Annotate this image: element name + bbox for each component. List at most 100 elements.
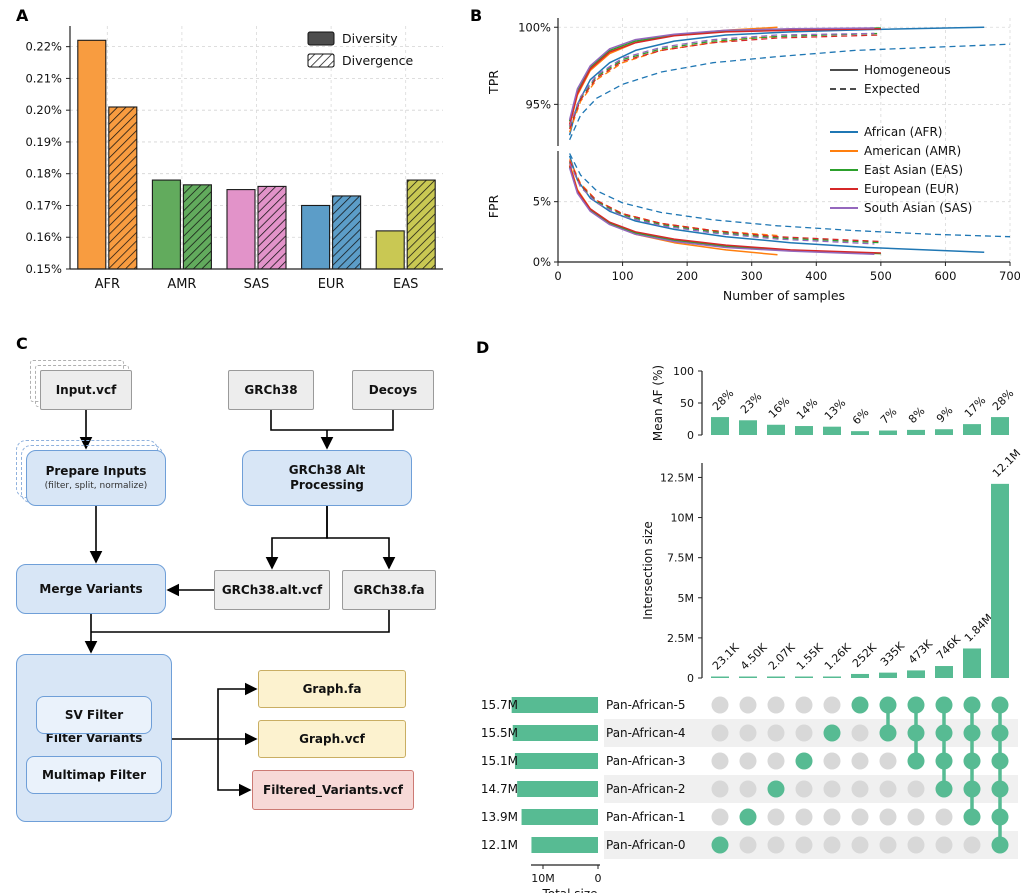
- meanaf-bar: [851, 431, 869, 435]
- meanaf-bar: [767, 424, 785, 435]
- panel-d-label: D: [476, 338, 490, 357]
- meanaf-bar: [963, 424, 981, 435]
- node-grch38-alt-vcf-label: GRCh38.alt.vcf: [221, 582, 323, 597]
- tick-label: Mean AF (%): [651, 365, 665, 441]
- tick-label: 23.1K: [710, 640, 742, 672]
- curve-amr-expected: [568, 35, 778, 133]
- tick-label: 300: [741, 269, 763, 283]
- setsize-bar: [511, 697, 598, 713]
- matrix-dot-off: [823, 780, 841, 798]
- matrix-dot-on: [851, 696, 869, 714]
- bar-eur-diversity: [301, 204, 331, 270]
- tick-label: 2.5M: [667, 632, 694, 645]
- node-merge-variants: Merge Variants: [16, 564, 166, 614]
- tick-label: 50: [680, 397, 694, 410]
- node-filtered-variants-vcf: Filtered_Variants.vcf: [252, 770, 414, 810]
- arrow-grch38-join: [270, 410, 327, 431]
- matrix-dot-off: [823, 752, 841, 770]
- matrix-dot-on: [963, 696, 981, 714]
- node-input-vcf-label: Input.vcf: [55, 382, 117, 397]
- intersection-bar: [767, 676, 785, 678]
- matrix-dot-off: [851, 808, 869, 826]
- tick-label: 15.7M: [481, 698, 518, 712]
- matrix-dot-off: [907, 780, 925, 798]
- tick-label: Pan-African-5: [606, 698, 686, 712]
- matrix-dot-off: [739, 752, 757, 770]
- tick-label: Expected: [864, 82, 920, 96]
- matrix-dot-off: [935, 836, 953, 854]
- tick-label: 200: [676, 269, 698, 283]
- tick-label: 1.55K: [794, 640, 826, 672]
- tick-label: Diversity: [342, 31, 398, 46]
- tick-label: 0.20%: [25, 103, 62, 117]
- tick-label: 23%: [738, 390, 764, 416]
- node-filter-variants-label: Filter Variants: [45, 730, 143, 745]
- tick-label: 0.17%: [25, 198, 62, 212]
- tick-label: AFR: [95, 277, 120, 292]
- tick-label: 1.26K: [822, 640, 854, 672]
- matrix-dot-off: [711, 780, 729, 798]
- tick-label: American (AMR): [864, 144, 961, 158]
- node-prepare-inputs-label: Prepare Inputs: [45, 463, 147, 478]
- matrix-dot-off: [739, 724, 757, 742]
- tick-label: 15.5M: [481, 726, 518, 740]
- matrix-dot-off: [851, 752, 869, 770]
- matrix-dot-on: [963, 780, 981, 798]
- tick-label: 400: [805, 269, 827, 283]
- tick-label: 0.15%: [25, 262, 62, 276]
- tick-label: 10M: [531, 872, 555, 885]
- tick-label: 335K: [878, 639, 908, 669]
- matrix-dot-on: [935, 752, 953, 770]
- matrix-dot-off: [907, 808, 925, 826]
- tick-label: 28%: [990, 387, 1016, 413]
- curve-afr-expected: [569, 43, 1011, 141]
- intersection-bar: [879, 672, 897, 678]
- node-decoys-label: Decoys: [368, 382, 418, 397]
- tick-label: 6%: [850, 406, 872, 428]
- tick-label: 7%: [878, 405, 900, 427]
- meanaf-bar: [907, 429, 925, 435]
- matrix-dot-on: [907, 696, 925, 714]
- tick-label: European (EUR): [864, 182, 959, 196]
- curve-sas-expected: [568, 32, 875, 127]
- matrix-dot-on: [963, 752, 981, 770]
- matrix-dot-on: [991, 696, 1009, 714]
- tick-label: 0%: [533, 255, 551, 269]
- matrix-dot-on: [991, 808, 1009, 826]
- tick-label: 473K: [906, 637, 936, 667]
- curve-afr-expected: [569, 153, 1011, 238]
- tick-label: Pan-African-0: [606, 838, 686, 852]
- tick-label: 0.19%: [25, 135, 62, 149]
- tick-label: 0: [595, 872, 602, 885]
- matrix-dot-off: [795, 808, 813, 826]
- setsize-bar: [517, 781, 598, 797]
- tick-label: 0: [687, 429, 694, 442]
- matrix-dot-on: [907, 724, 925, 742]
- node-input-vcf: Input.vcf: [40, 370, 132, 410]
- arrow-alt-to-altvcf: [265, 506, 328, 570]
- matrix-dot-off: [711, 696, 729, 714]
- matrix-dot-off: [739, 696, 757, 714]
- matrix-dot-on: [907, 752, 925, 770]
- intersection-bar: [963, 648, 981, 678]
- panel-c-label: C: [16, 334, 28, 353]
- tick-label: 500: [870, 269, 892, 283]
- meanaf-bar: [711, 417, 729, 435]
- tick-label: EUR: [318, 277, 345, 292]
- tick-label: Homogeneous: [864, 63, 951, 77]
- tick-label: 8%: [906, 404, 928, 426]
- tick-label: FPR: [486, 194, 501, 218]
- matrix-dot-off: [879, 836, 897, 854]
- matrix-dot-on: [935, 780, 953, 798]
- tick-label: 746K: [934, 632, 964, 662]
- meanaf-bar: [739, 420, 757, 435]
- matrix-dot-off: [935, 808, 953, 826]
- bar-hatch-overlay: [332, 195, 362, 270]
- matrix-dot-off: [851, 836, 869, 854]
- node-prepare-inputs-sublabel: (filter, split, normalize): [44, 480, 148, 491]
- matrix-dot-off: [795, 836, 813, 854]
- curve-amr-expected: [569, 159, 778, 237]
- matrix-dot-off: [823, 696, 841, 714]
